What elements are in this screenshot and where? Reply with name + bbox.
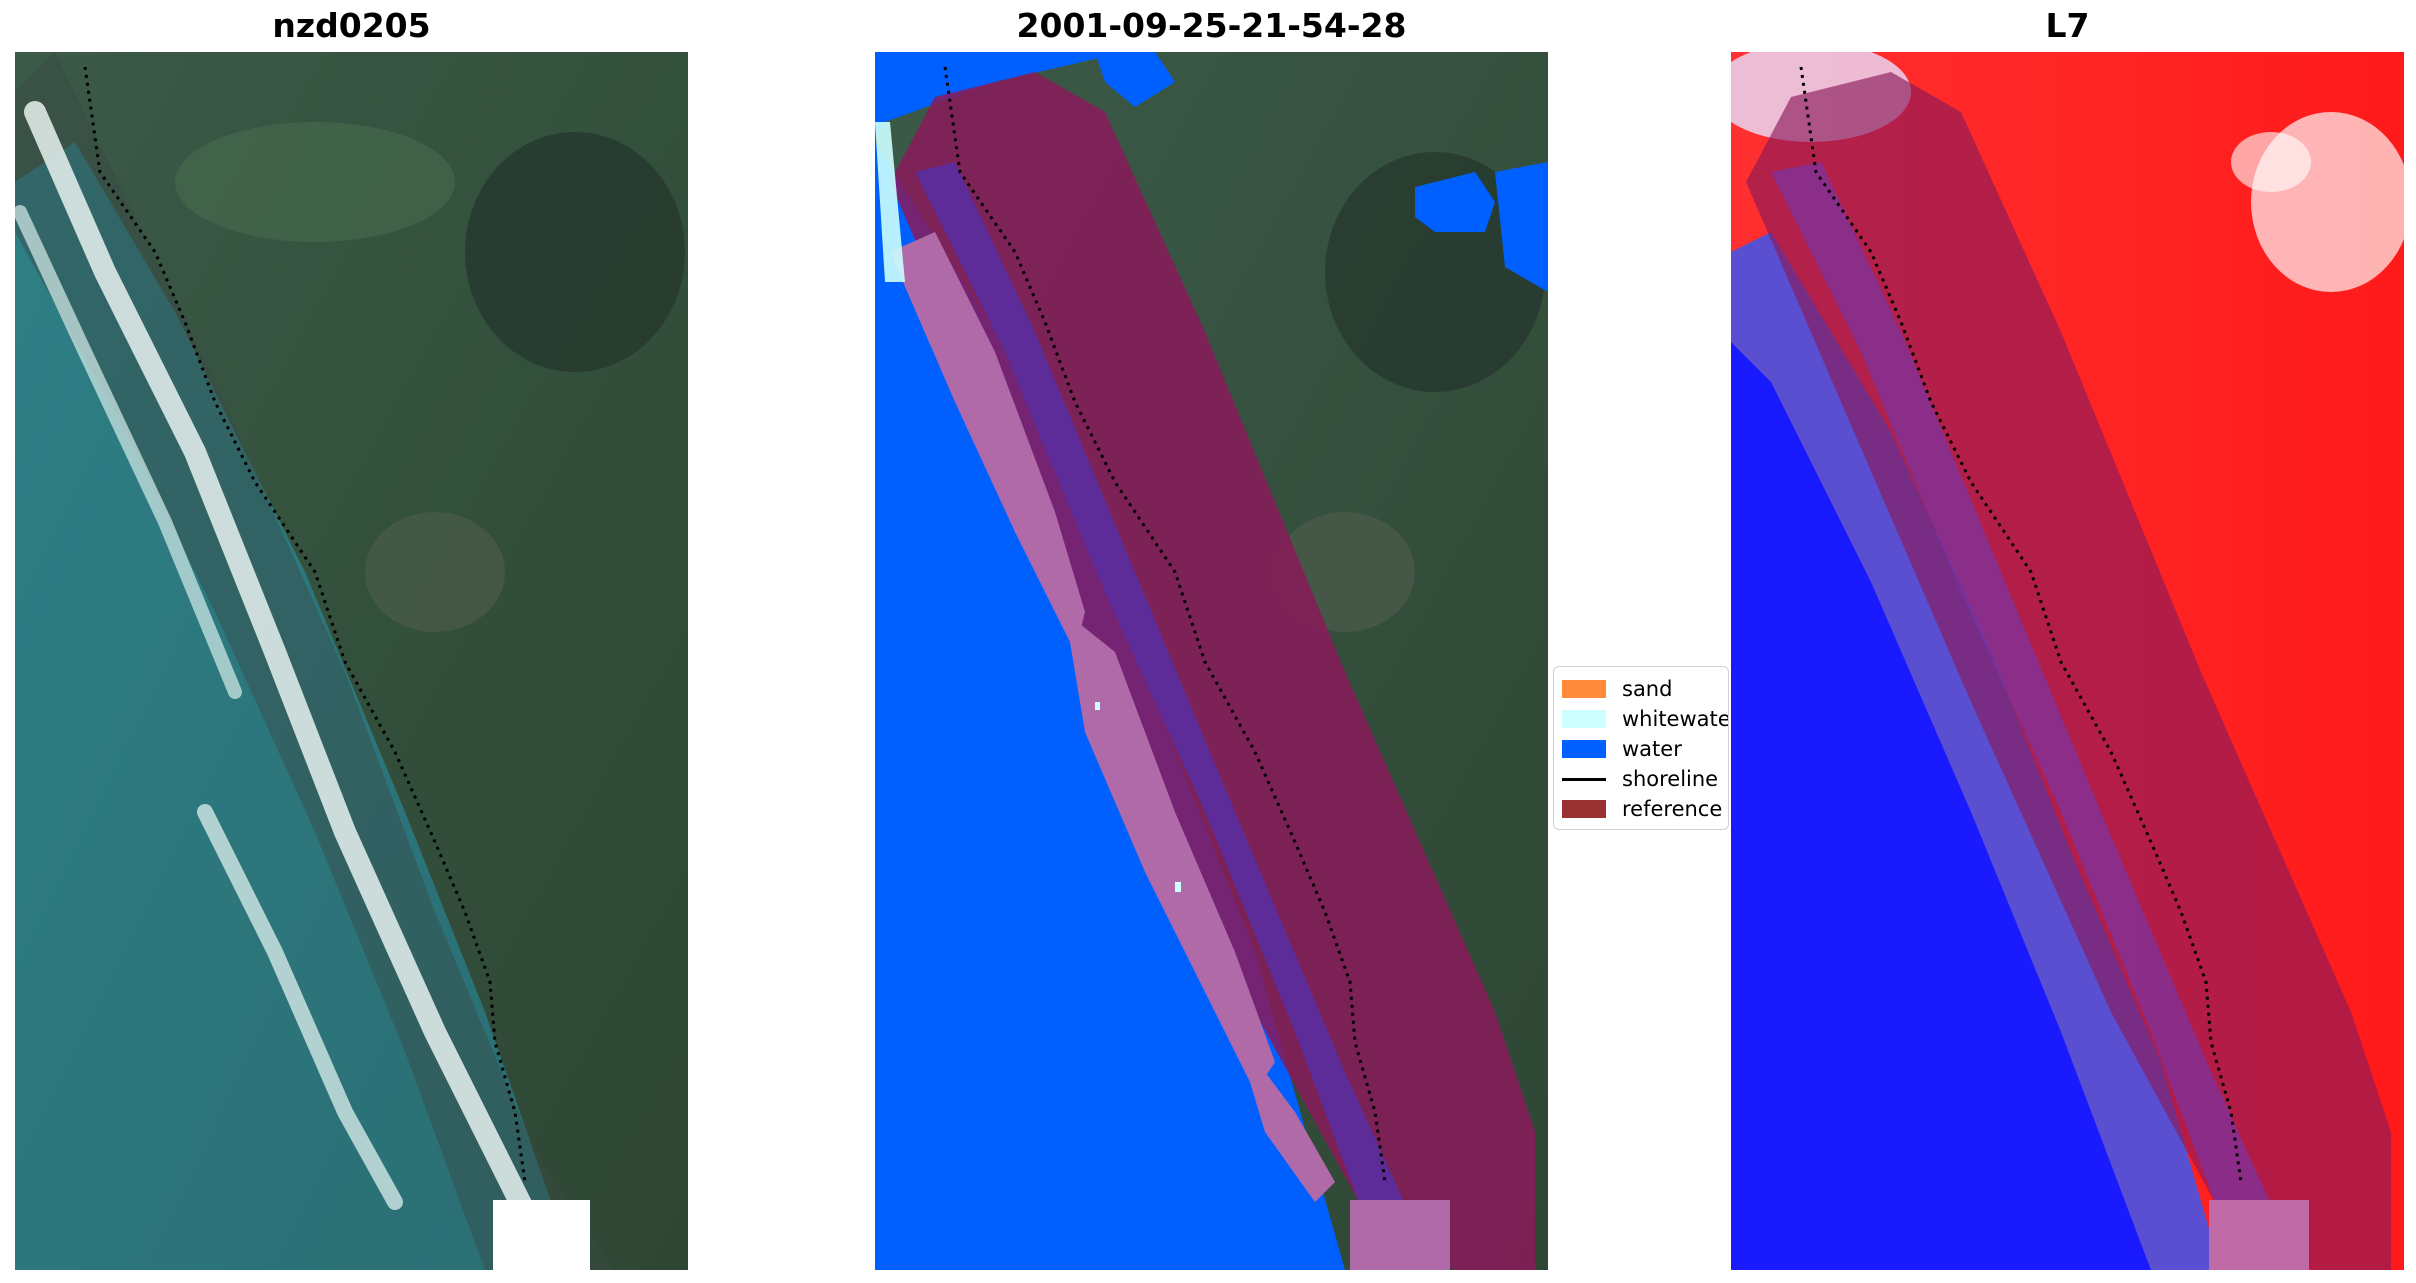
- legend-label: sand: [1622, 677, 1673, 701]
- legend-item-reference: reference s: [1562, 797, 1729, 821]
- rgb-image-panel: [15, 52, 688, 1270]
- rgb-image: [15, 52, 688, 1270]
- shoreline-swatch: [1562, 777, 1606, 781]
- legend-item-whitewater: whitewate: [1562, 707, 1729, 731]
- index-panel: [1731, 52, 2404, 1270]
- classification-image: [875, 52, 1548, 1270]
- panel-title-classification: 2001-09-25-21-54-28: [1016, 6, 1407, 45]
- panel-title-rgb: nzd0205: [272, 6, 431, 45]
- shoreline-line: [83, 66, 527, 1183]
- shoreline-line: [1799, 66, 2243, 1183]
- legend-item-sand: sand: [1562, 677, 1672, 701]
- classification-panel: [875, 52, 1548, 1270]
- legend-label: water: [1622, 737, 1682, 761]
- panel-title-index: L7: [2045, 6, 2090, 45]
- legend-label: shoreline: [1622, 767, 1719, 791]
- legend-label: reference s: [1622, 797, 1729, 821]
- whitewater-swatch: [1562, 710, 1606, 728]
- shoreline-line: [943, 66, 1387, 1183]
- legend-item-water: water: [1562, 737, 1682, 761]
- reference-swatch: [1562, 800, 1606, 818]
- classification-legend: sand whitewate water shoreline reference…: [1553, 666, 1729, 830]
- water-swatch: [1562, 740, 1606, 758]
- legend-label: whitewate: [1622, 707, 1729, 731]
- sand-swatch: [1562, 680, 1606, 698]
- legend-item-shoreline: shoreline: [1562, 767, 1718, 791]
- index-image: [1731, 52, 2404, 1270]
